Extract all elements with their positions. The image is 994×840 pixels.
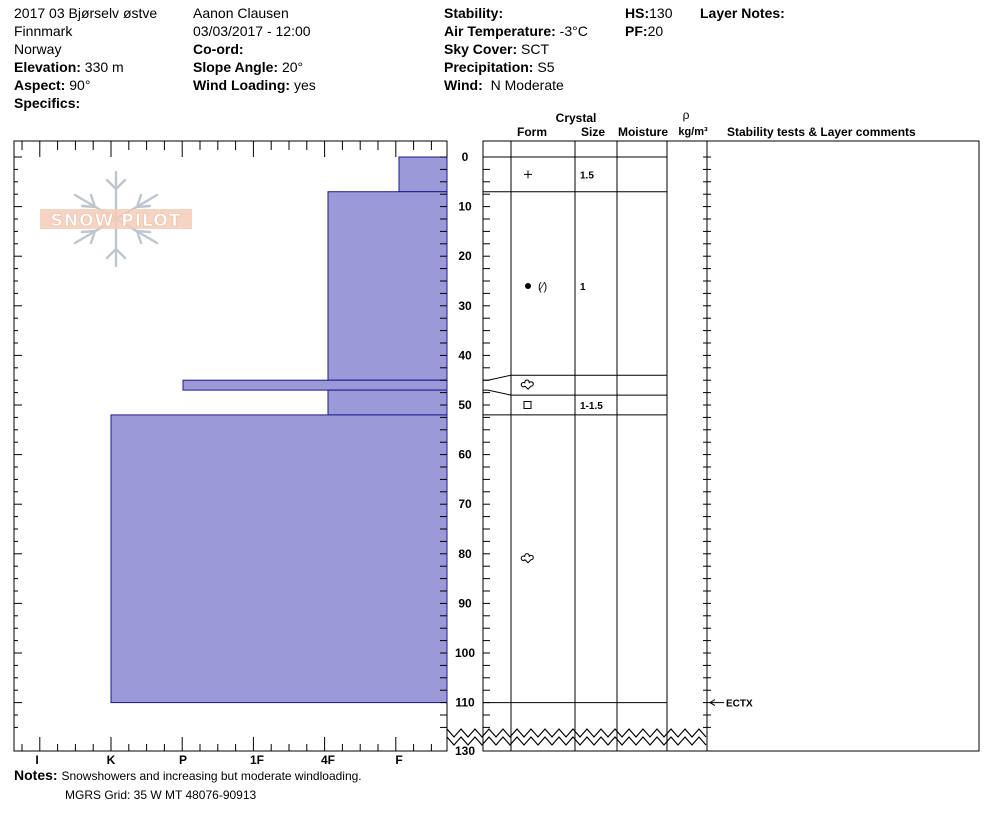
- specifics: Specifics:: [14, 94, 80, 112]
- header-density-unit: kg/m³: [678, 126, 708, 138]
- observer: Aanon Clausen: [193, 5, 289, 21]
- depth-label-80: 80: [458, 547, 472, 561]
- hardness-bar-4: [110, 414, 448, 704]
- crystal-size-3: 1-1.5: [580, 401, 603, 412]
- depth-label-50: 50: [458, 398, 472, 412]
- header-form: Form: [517, 125, 547, 139]
- notes-label: Notes:: [14, 767, 58, 783]
- depth-label-90: 90: [458, 596, 472, 610]
- table-frame: [482, 140, 980, 752]
- layer-notes-label: Layer Notes:: [700, 5, 785, 21]
- aspect: Aspect: 90°: [14, 76, 90, 94]
- pf-value: 20: [647, 23, 664, 39]
- notes-text: Snowshowers and increasing but moderate …: [61, 769, 362, 783]
- layer-table: 1.5 (⁄) 1 1-1.5 ECTX: [446, 140, 980, 752]
- wind-label: Wind:: [444, 77, 483, 93]
- datetime: 03/03/2017 - 12:00: [193, 23, 311, 39]
- sky-value: SCT: [521, 41, 550, 57]
- sky-cover: Sky Cover: SCT: [444, 40, 549, 58]
- crystal-form-rounded-facet-icon: [520, 379, 534, 390]
- slope-label: Slope Angle:: [193, 59, 279, 75]
- aspect-value: 90°: [69, 77, 91, 93]
- depth-label-10: 10: [458, 200, 472, 214]
- snowpilot-logo: SNOW PILOT: [40, 170, 192, 268]
- hs-label: HS:: [625, 5, 650, 21]
- header-stability-comments: Stability tests & Layer comments: [727, 125, 916, 139]
- air-temperature: Air Temperature: -3°C: [444, 22, 588, 40]
- mgrs-grid: MGRS Grid: 35 W MT 48076-90913: [65, 788, 257, 802]
- wind-value: N Moderate: [490, 77, 564, 93]
- stability-arrow-icon: [709, 699, 716, 707]
- coord: Co-ord:: [193, 40, 244, 58]
- sky-label: Sky Cover:: [444, 41, 518, 57]
- slope-angle: Slope Angle: 20°: [193, 58, 303, 76]
- crystal-form-secondary: (⁄): [538, 281, 547, 293]
- depth-label-40: 40: [458, 348, 472, 362]
- hardness-label-I: I: [35, 753, 38, 767]
- depth-label-60: 60: [458, 448, 472, 462]
- precipitation: Precipitation: S5: [444, 58, 554, 76]
- air-temp-label: Air Temperature:: [444, 23, 556, 39]
- hardness-bar-3: [327, 389, 448, 416]
- location-name: 2017 03 Bjørselv østve: [14, 5, 158, 21]
- stability-label: Stability:: [444, 5, 504, 21]
- region: Finnmark: [14, 23, 73, 39]
- precip-value: S5: [537, 59, 555, 75]
- country: Norway: [14, 41, 62, 57]
- wind-loading-label: Wind Loading:: [193, 77, 291, 93]
- hardness-label-K: K: [107, 753, 116, 767]
- crystal-size-1: 1: [580, 282, 586, 293]
- specifics-label: Specifics:: [14, 95, 81, 111]
- air-temp-value: -3°C: [559, 23, 588, 39]
- slope-value: 20°: [281, 59, 304, 75]
- wind-loading-value: yes: [293, 77, 316, 93]
- stability: Stability:: [444, 4, 503, 22]
- crystal-form-dot-icon: [525, 282, 531, 289]
- coord-label: Co-ord:: [193, 41, 244, 57]
- pf-label: PF:: [625, 23, 648, 39]
- crystal-form-square-icon: [523, 401, 532, 409]
- header-rho: ρ: [683, 108, 690, 122]
- header-crystal: Crystal: [556, 111, 597, 125]
- break-zigzag-upper: [446, 728, 707, 738]
- hardness-bars: [110, 156, 448, 704]
- notes: Notes: Snowshowers and increasing but mo…: [14, 767, 362, 783]
- depth-label-100: 100: [455, 646, 475, 660]
- depth-label-0: 0: [462, 150, 469, 164]
- depth-label-30: 30: [458, 299, 472, 313]
- aspect-label: Aspect:: [14, 77, 66, 93]
- depth-label-110: 110: [455, 696, 475, 710]
- logo-text: SNOW PILOT: [51, 211, 182, 231]
- elevation-value: 330 m: [84, 59, 124, 75]
- pf: PF:20: [625, 22, 663, 40]
- hardness-bar-2: [182, 379, 448, 391]
- precip-label: Precipitation:: [444, 59, 534, 75]
- hardness-label-P: P: [179, 753, 187, 767]
- wind-loading: Wind Loading: yes: [193, 76, 316, 94]
- hardness-label-F: F: [395, 753, 402, 767]
- layer-notes: Layer Notes:: [700, 4, 785, 22]
- hardness-bar-0: [398, 156, 448, 193]
- depth-label-70: 70: [458, 497, 472, 511]
- hardness-axis: I K P 1F 4F F: [21, 141, 432, 767]
- header-size: Size: [581, 125, 605, 139]
- layer-connector-2: [483, 374, 512, 381]
- hs-value: 130: [649, 5, 673, 21]
- depth-label-130: 130: [455, 744, 475, 758]
- crystal-form-rounded-facet-icon: [520, 553, 534, 564]
- hardness-label-1F: 1F: [250, 753, 264, 767]
- elevation: Elevation: 330 m: [14, 58, 124, 76]
- layer-connector-3: [483, 389, 512, 396]
- stability-test-0: ECTX: [726, 699, 753, 710]
- wind: Wind: N Moderate: [444, 76, 564, 94]
- crystal-size-0: 1.5: [580, 170, 594, 181]
- depth-label-20: 20: [458, 249, 472, 263]
- hs: HS:130: [625, 4, 672, 22]
- elevation-label: Elevation:: [14, 59, 81, 75]
- hardness-label-4F: 4F: [321, 753, 335, 767]
- break-zigzag-lower: [446, 736, 707, 746]
- header-moisture: Moisture: [618, 125, 668, 139]
- hardness-bar-1: [327, 191, 448, 381]
